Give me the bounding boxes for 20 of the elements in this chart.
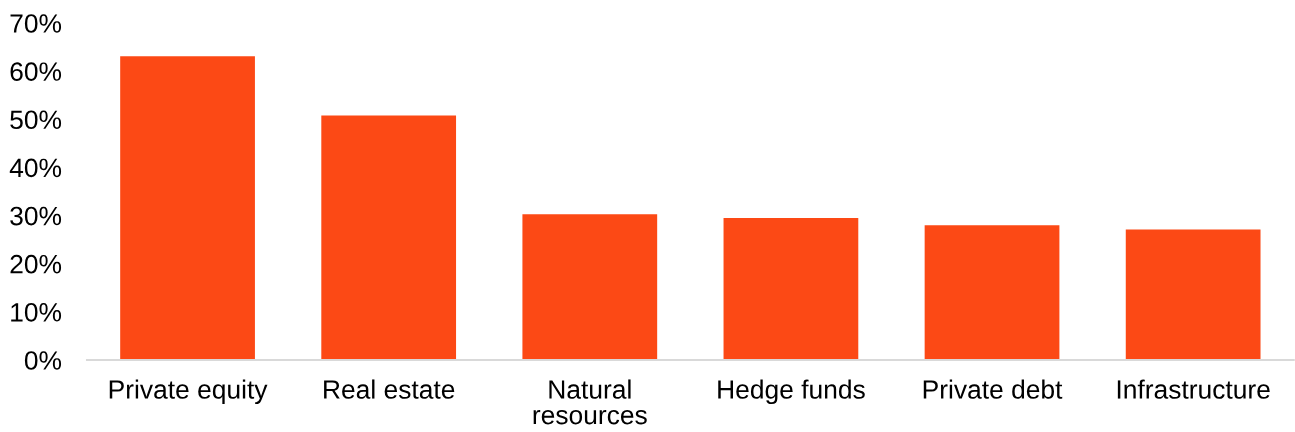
y-tick-label: 30% xyxy=(10,206,62,226)
x-tick-label: Hedge funds xyxy=(718,379,865,405)
y-tick-label: 10% xyxy=(11,302,62,322)
bar xyxy=(924,225,1060,360)
y-tick-label: 70% xyxy=(10,14,62,33)
x-tick-label: Natural resources xyxy=(533,379,647,425)
x-tick-label: Real estate xyxy=(324,379,455,399)
y-tick-label: 50% xyxy=(10,110,62,130)
y-tick-label: 20% xyxy=(10,254,62,274)
y-tick-label: 60% xyxy=(10,62,62,81)
x-tick-label: Private equity xyxy=(109,379,268,405)
bar xyxy=(321,115,457,360)
x-tick-label: Infrastructure xyxy=(1117,379,1270,399)
y-tick-label: 0% xyxy=(24,351,62,370)
x-tick-label: Private debt xyxy=(923,379,1063,399)
bar xyxy=(1125,229,1261,360)
y-tick-label: 40% xyxy=(9,158,62,178)
bar xyxy=(522,214,658,360)
bar xyxy=(723,217,859,360)
bar xyxy=(120,56,255,360)
